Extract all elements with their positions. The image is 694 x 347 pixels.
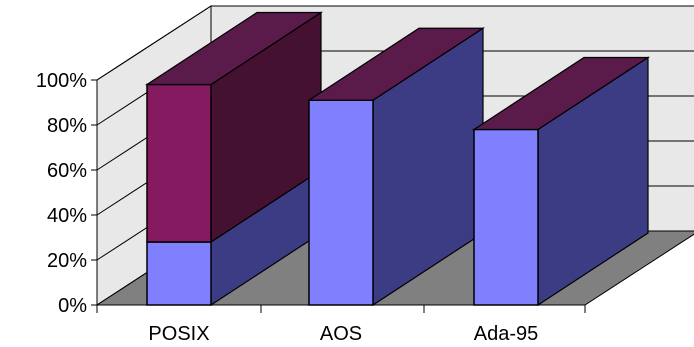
y-tick-label: 20%: [47, 250, 87, 272]
y-tick-label: 100%: [36, 70, 87, 92]
x-tick-label: AOS: [320, 323, 362, 345]
x-tick-label: POSIX: [148, 323, 209, 345]
y-tick-label: 0%: [58, 295, 87, 317]
y-axis-tick-labels: 0% 20% 40% 60% 80% 100%: [36, 70, 87, 317]
bar-posix: [144, 11, 324, 307]
bar-aos: [306, 27, 486, 307]
bar-segment-top: [471, 56, 651, 131]
bar-segment-front: [473, 128, 539, 306]
bar-segment-front: [308, 99, 374, 306]
bar-segment-top: [144, 11, 324, 86]
bar-segment-top: [306, 27, 486, 101]
y-tick-label: 80%: [47, 115, 87, 137]
y-tick-label: 60%: [47, 160, 87, 182]
bars: [144, 11, 651, 307]
bar-ada-95: [471, 56, 651, 307]
y-tick-label: 40%: [47, 205, 87, 227]
bar-segment-front: [146, 241, 212, 306]
x-axis-tick-labels: POSIX AOS Ada-95: [148, 323, 538, 345]
bar-segment-front: [146, 83, 212, 243]
x-tick-label: Ada-95: [474, 323, 539, 345]
gridline: [96, 5, 694, 81]
